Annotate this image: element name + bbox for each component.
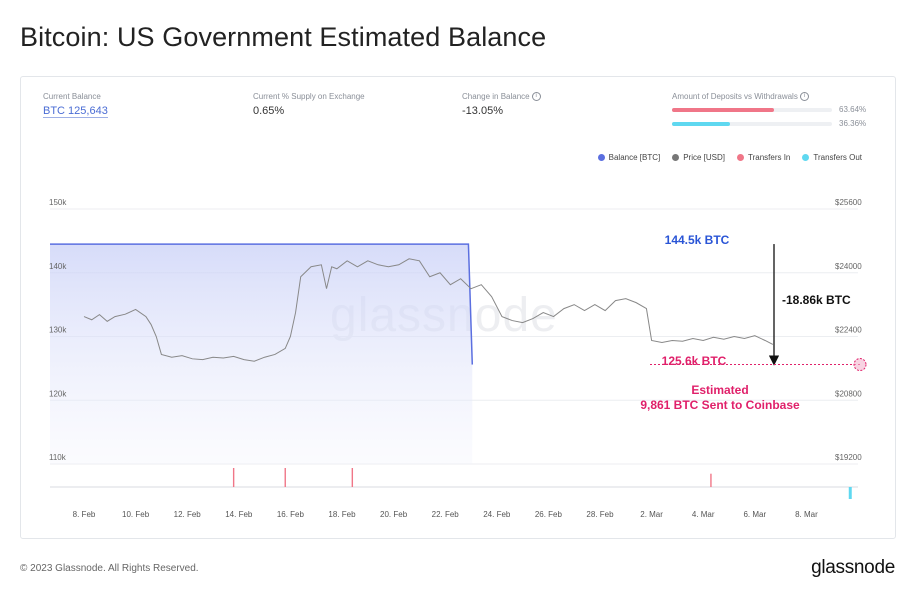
right-axis-tick-label: $19200 <box>835 453 862 462</box>
x-axis-tick-label: 24. Feb <box>483 510 511 519</box>
price-line <box>83 258 774 362</box>
deposits-bar-fill <box>672 108 774 112</box>
x-axis-tick-label: 4. Mar <box>692 510 715 519</box>
right-axis-tick-label: $20800 <box>835 389 862 398</box>
left-axis-tick-label: 150k <box>49 198 67 207</box>
x-axis-tick-label: 8. Mar <box>795 510 818 519</box>
current-balance-label: Current Balance <box>43 92 101 101</box>
x-axis-tick-label: 6. Mar <box>743 510 766 519</box>
legend-label: Transfers In <box>748 153 791 162</box>
legend-item-balance[interactable]: Balance [BTC] <box>597 153 661 162</box>
right-axis-tick-label: $25600 <box>835 198 862 207</box>
legend-item-transfers-in[interactable]: Transfers In <box>737 153 790 162</box>
x-axis-tick-label: 10. Feb <box>122 510 150 519</box>
footer-copyright: © 2023 Glassnode. All Rights Reserved. <box>20 563 199 574</box>
x-axis-tick-label: 2. Mar <box>640 510 663 519</box>
deposits-bar-track <box>672 108 832 112</box>
x-axis-tick-label: 8. Feb <box>73 510 96 519</box>
supply-on-exchange-label: Current % Supply on Exchange <box>253 92 365 101</box>
deposits-vs-withdrawals-label: Amount of Deposits vs Withdrawals i <box>672 92 809 102</box>
left-axis-tick-label: 130k <box>49 326 67 335</box>
balance-line <box>50 243 474 365</box>
page-title: Bitcoin: US Government Estimated Balance <box>20 22 547 52</box>
legend-label: Price [USD] <box>683 153 725 162</box>
left-axis-tick-label: 120k <box>49 389 67 398</box>
legend-label: Transfers Out <box>813 153 862 162</box>
x-axis-tick-label: 16. Feb <box>277 510 305 519</box>
change-in-balance-label: Change in Balance i <box>462 92 541 102</box>
withdrawals-bar-fill <box>672 122 731 126</box>
withdrawals-bar-track <box>672 122 832 126</box>
legend-dot <box>672 154 680 161</box>
change-in-balance-value: -13.05% <box>462 105 503 117</box>
change-in-balance-text: Change in Balance <box>462 92 530 101</box>
annotation-balance-high: 144.5k BTC <box>665 233 730 247</box>
annotation-balance-now: 125.6k BTC <box>662 354 727 368</box>
withdrawals-pct: 36.36% <box>839 119 867 128</box>
annotation-estimated: Estimated <box>691 383 748 397</box>
deposits-vs-withdrawals-text: Amount of Deposits vs Withdrawals <box>672 92 798 101</box>
x-axis-tick-label: 12. Feb <box>174 510 202 519</box>
info-icon[interactable]: i <box>531 92 541 102</box>
annotation-sent-to-coinbase: 9,861 BTC Sent to Coinbase <box>640 398 800 412</box>
current-balance-value[interactable]: BTC 125,643 <box>43 105 108 118</box>
outflow-marker <box>853 358 867 372</box>
legend-dot <box>597 154 605 161</box>
x-axis-tick-label: 18. Feb <box>328 510 356 519</box>
x-axis-tick-label: 20. Feb <box>380 510 408 519</box>
legend-dot <box>737 154 744 161</box>
right-axis-tick-label: $22400 <box>835 326 862 335</box>
right-axis-tick-label: $24000 <box>835 262 862 271</box>
legend-item-transfers-out[interactable]: Transfers Out <box>802 153 862 162</box>
left-axis-tick-label: 110k <box>49 453 67 462</box>
x-axis-tick-label: 14. Feb <box>225 510 253 519</box>
annotation-change: -18.86k BTC <box>782 293 851 307</box>
x-axis-tick-label: 22. Feb <box>432 510 460 519</box>
legend-label: Balance [BTC] <box>608 153 661 162</box>
x-axis-tick-label: 26. Feb <box>535 510 563 519</box>
chart-legend: Balance [BTC] Price [USD] Transfers In T… <box>597 153 862 162</box>
info-icon[interactable]: i <box>799 92 809 102</box>
glassnode-logo: glassnode <box>811 557 895 578</box>
legend-item-price[interactable]: Price [USD] <box>672 153 725 162</box>
deposits-pct: 63.64% <box>839 105 867 114</box>
balance-area <box>50 244 473 464</box>
supply-on-exchange-value: 0.65% <box>253 105 285 117</box>
x-axis-tick-label: 28. Feb <box>586 510 614 519</box>
legend-dot <box>802 154 810 161</box>
left-axis-tick-label: 140k <box>49 262 67 271</box>
